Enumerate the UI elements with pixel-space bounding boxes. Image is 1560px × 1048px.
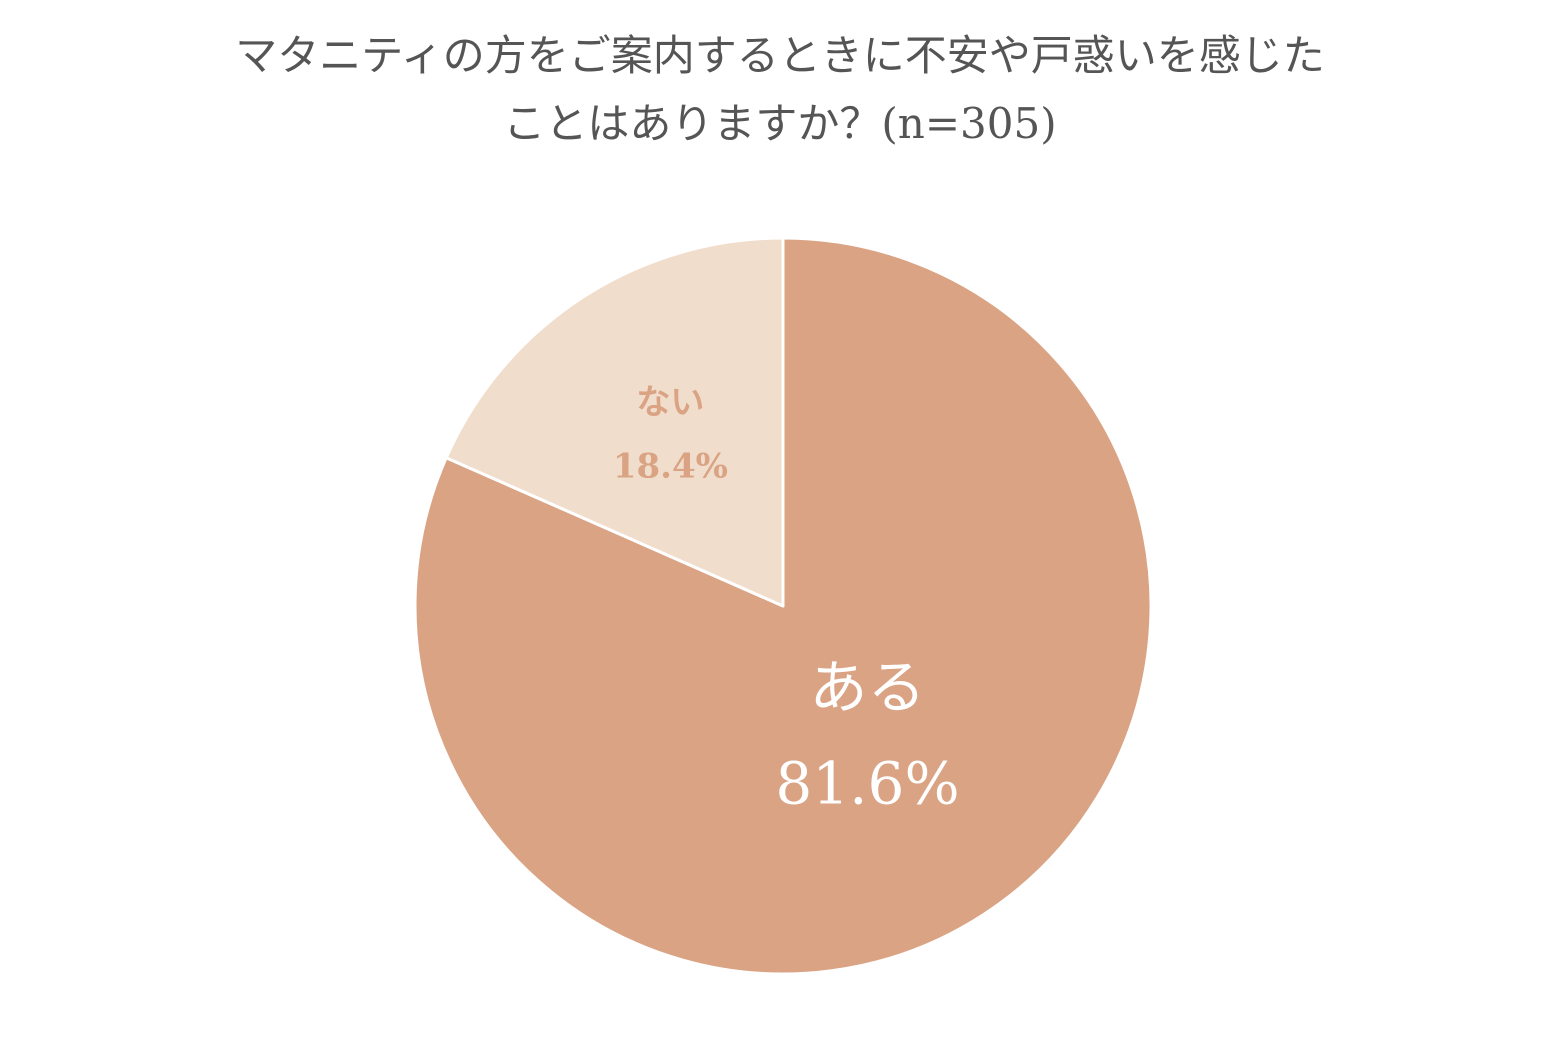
chart-title: マタニティの方をご案内するときに不安や戸惑いを感じた ことはありますか？(n=3… (0, 22, 1560, 158)
pie-slice-2 (444, 236, 785, 608)
chart-title-line-1: マタニティの方をご案内するときに不安や戸惑いを感じた (235, 31, 1325, 80)
slice-label-1: ある (809, 654, 925, 722)
pie-labels: ある 81.6% ない 18.4% (613, 382, 960, 817)
pie-slices (413, 236, 1153, 976)
chart-title-line-2: ことはありますか？(n=305) (503, 99, 1057, 148)
slice-label-2: ない (636, 382, 704, 422)
slice-value-1: 81.6% (775, 750, 959, 818)
slice-value-2: 18.4% (613, 446, 728, 486)
